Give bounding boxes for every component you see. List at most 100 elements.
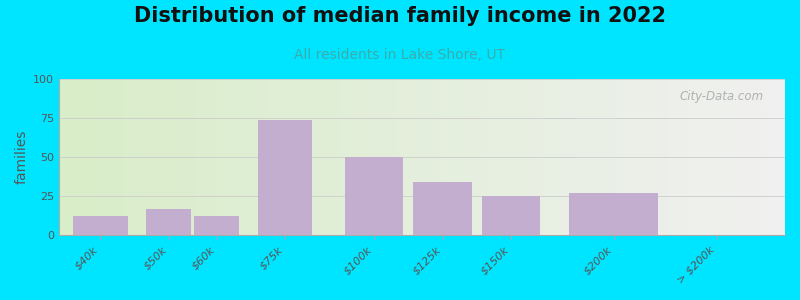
Bar [258,120,313,235]
Bar [73,216,127,235]
Bar [130,79,132,235]
Bar [492,79,494,235]
Bar [480,79,482,235]
Bar [277,79,279,235]
Bar [536,79,538,235]
Bar [71,79,74,235]
Bar [110,79,112,235]
Bar [333,79,335,235]
Bar [778,79,780,235]
Bar [454,79,456,235]
Bar [598,79,601,235]
Bar [206,79,209,235]
Bar [427,79,430,235]
Bar [178,79,180,235]
Bar [342,79,345,235]
Bar [550,79,553,235]
Bar [270,79,272,235]
Bar [425,79,427,235]
Bar [335,79,338,235]
Bar [412,79,414,235]
Bar [112,79,114,235]
Bar [328,79,330,235]
Bar [579,79,582,235]
Bar [393,79,395,235]
Bar [64,79,66,235]
Bar [405,79,407,235]
Bar [107,79,110,235]
Bar [560,79,562,235]
Bar [338,79,340,235]
Bar [707,79,710,235]
Bar [88,79,90,235]
Bar [608,79,610,235]
Bar [594,79,596,235]
Bar [69,79,71,235]
Bar [383,79,386,235]
Bar [262,79,265,235]
Bar [81,79,83,235]
Bar [180,79,182,235]
Bar [137,79,139,235]
Bar [635,79,638,235]
Bar [570,79,572,235]
Bar [633,79,635,235]
Bar [163,79,166,235]
Bar [749,79,751,235]
Bar [616,79,618,235]
Bar [439,79,442,235]
Text: All residents in Lake Shore, UT: All residents in Lake Shore, UT [294,48,506,62]
Bar [640,79,642,235]
Bar [751,79,754,235]
Bar [122,79,124,235]
Bar [702,79,705,235]
Bar [768,79,770,235]
Bar [531,79,534,235]
Bar [402,79,405,235]
Bar [134,79,137,235]
Bar [754,79,756,235]
Bar [506,79,509,235]
Bar [596,79,598,235]
Bar [246,79,248,235]
Bar [352,79,354,235]
Bar [202,79,204,235]
Bar [378,79,381,235]
Bar [739,79,742,235]
Bar [546,79,548,235]
Bar [746,79,749,235]
Bar [475,79,478,235]
Bar [574,79,577,235]
Bar [374,79,376,235]
Bar [449,79,451,235]
Bar [320,79,322,235]
Bar [322,79,326,235]
Bar [234,79,236,235]
Bar [330,79,333,235]
Bar [204,79,206,235]
Bar [117,79,119,235]
Bar [303,79,306,235]
Bar [534,79,536,235]
Bar [770,79,773,235]
Bar [502,79,504,235]
Bar [543,79,546,235]
Bar [414,79,417,235]
Bar [286,79,289,235]
Bar [357,79,359,235]
Bar [414,182,472,235]
Bar [713,79,715,235]
Bar [296,79,298,235]
Bar [187,79,190,235]
Bar [654,79,657,235]
Bar [678,79,681,235]
Bar [458,79,461,235]
Bar [618,79,621,235]
Bar [175,79,178,235]
Bar [541,79,543,235]
Bar [582,79,584,235]
Bar [659,79,662,235]
Bar [509,79,511,235]
Bar [526,79,529,235]
Bar [650,79,652,235]
